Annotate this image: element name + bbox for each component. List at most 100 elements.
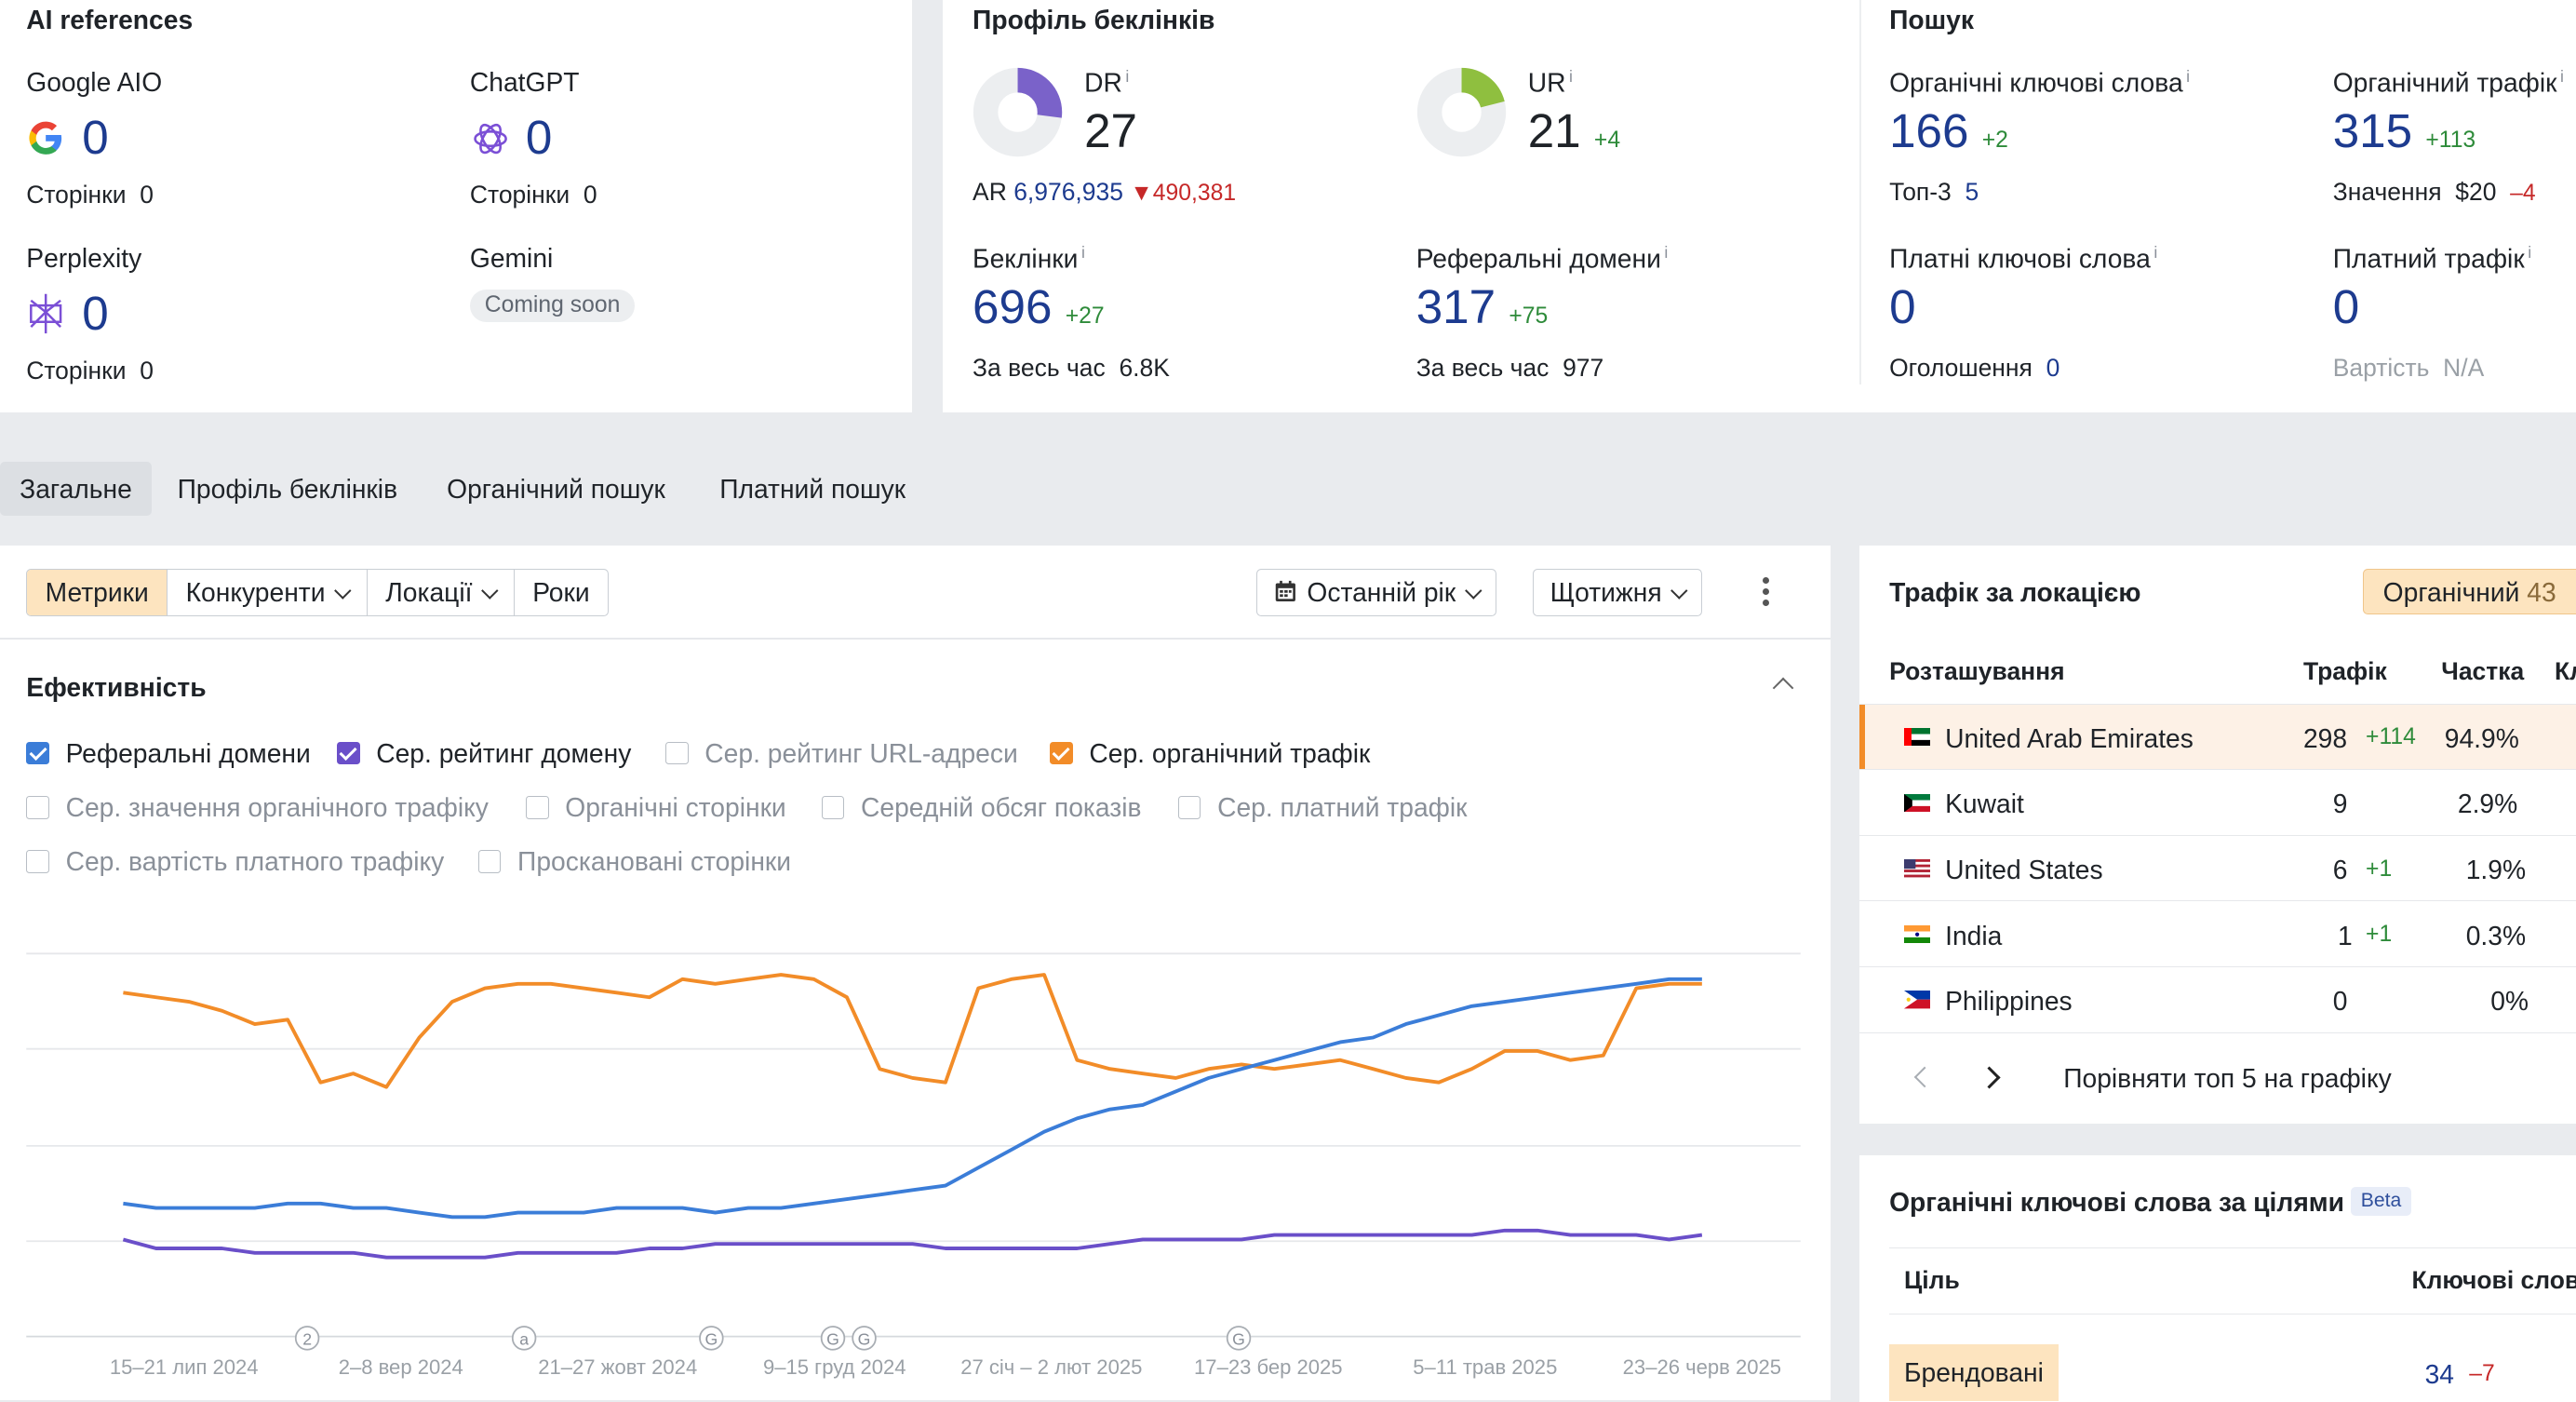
google-aio-value: 0 [82,110,108,165]
col-keywords[interactable]: Ключові слов [2411,1266,2576,1295]
organic-kw-label[interactable]: Органічні ключові слова [1889,68,2183,98]
paid-traffic-info-icon[interactable]: i [2528,243,2531,262]
location-row[interactable]: United Arab Emirates 298 +114 94.9% [1859,705,2576,770]
location-row[interactable]: Philippines 0 0% [1859,968,2576,1033]
metric-checkbox[interactable]: Сер. вартість платного трафіку [26,846,444,877]
more-options-icon[interactable] [1756,575,1776,608]
col-goal[interactable]: Ціль [1904,1266,1960,1295]
ur-delta: +4 [1594,128,1620,153]
location-row[interactable]: United States 6 +1 1.9% [1859,837,2576,902]
organic-traffic-value[interactable]: 315 [2333,104,2412,157]
period-dropdown[interactable]: Останній рік [1256,569,1496,616]
metric-checkbox[interactable]: Просканованi сторінки [478,846,791,877]
segment-metrics[interactable]: Метрики [27,570,168,615]
paid-traffic-value[interactable]: 0 [2333,279,2359,334]
checkbox-unchecked-icon[interactable] [26,796,49,819]
top3-value[interactable]: 5 [1966,178,1979,206]
organic-kw-value[interactable]: 166 [1889,104,1968,157]
location-delta: +114 [2366,724,2416,750]
interval-dropdown[interactable]: Щотижня [1533,569,1702,616]
location-country[interactable]: India [1945,921,2002,951]
backlinks-info-icon[interactable]: i [1081,243,1085,262]
ads-value[interactable]: 0 [2046,354,2060,382]
ref-domains-info-icon[interactable]: i [1664,243,1668,262]
location-country[interactable]: Philippines [1945,986,2073,1017]
chatgpt-icon [470,118,511,159]
compare-top5-link[interactable]: Порівняти топ 5 на графіку [2063,1063,2392,1094]
metric-checkbox[interactable]: Сер. рейтинг URL-адреси [665,738,1018,769]
segment-years[interactable]: Роки [515,570,608,615]
ur-value: 21 [1528,104,1581,157]
metric-checkbox[interactable]: Сер. органічний трафік [1050,738,1370,769]
col-location[interactable]: Розташування [1889,657,2065,686]
tab-backlink-profile[interactable]: Профіль беклінків [157,462,417,516]
checkbox-unchecked-icon[interactable] [26,850,49,873]
chart-series-line[interactable] [123,1230,1701,1257]
metric-checkbox[interactable]: Середній обсяг показів [822,792,1142,823]
tab-organic-search[interactable]: Органічний пошук [427,462,685,516]
metric-checkbox[interactable]: Органічні сторінки [526,792,786,823]
metric-checkbox[interactable]: Сер. платний трафік [1178,792,1468,823]
ref-domains-value[interactable]: 317 [1416,280,1496,333]
metric-checkbox-label: Сер. значення органічного трафіку [66,792,489,823]
tab-paid-search[interactable]: Платний пошук [700,462,925,516]
ai-references-card: AI references Google AIO 0 Сторінки 0 Ch… [0,0,912,412]
organic-traffic-info-icon[interactable]: i [2560,67,2564,86]
ur-info-icon[interactable]: i [1569,67,1573,86]
metric-checkbox[interactable]: Реферальні домени [26,738,311,769]
organic-kw-info-icon[interactable]: i [2186,67,2190,86]
segment-competitors[interactable]: Конкуренти [168,570,368,615]
period-label: Останній рік [1307,577,1456,607]
segment-locations[interactable]: Локації [368,570,515,615]
chart-annotation-marker[interactable]: G [822,1327,845,1350]
col-traffic[interactable]: Трафік [2303,657,2387,686]
search-title: Пошук [1889,5,1974,35]
checkbox-unchecked-icon[interactable] [478,850,502,873]
chart-annotation-marker[interactable]: G [700,1327,723,1350]
tab-overview[interactable]: Загальне [0,462,152,516]
checkbox-unchecked-icon[interactable] [526,796,549,819]
location-row[interactable]: India 1 +1 0.3% [1859,902,2576,967]
paid-kw-label[interactable]: Платні ключові слова [1889,244,2151,274]
checkbox-checked-icon[interactable] [337,742,360,765]
chart-annotation-marker[interactable]: G [852,1327,876,1350]
location-country[interactable]: United Arab Emirates [1945,723,2194,754]
location-country[interactable]: Kuwait [1945,789,2024,819]
chart-annotation-marker[interactable]: a [513,1327,536,1350]
chart-x-tick-label: 2–8 вер 2024 [339,1355,463,1379]
metric-checkbox[interactable]: Сер. рейтинг домену [337,738,631,769]
dr-info-icon[interactable]: i [1125,67,1129,86]
location-share: 1.9% [2466,855,2526,885]
paid-kw-info-icon[interactable]: i [2153,243,2157,262]
chart-series-line[interactable] [123,975,1701,1087]
organic-filter-button[interactable]: Органічний 43 [2363,569,2576,614]
checkbox-unchecked-icon[interactable] [822,796,845,819]
toolbar-divider [0,638,1831,640]
col-share[interactable]: Частка [2441,657,2524,686]
backlinks-value[interactable]: 696 [973,280,1052,333]
intent-keywords-title: Органічні ключові слова за цілями [1889,1187,2344,1218]
checkbox-checked-icon[interactable] [1050,742,1073,765]
checkbox-checked-icon[interactable] [26,742,49,765]
checkbox-unchecked-icon[interactable] [665,742,689,765]
col-clicks[interactable]: Кл [2555,657,2576,686]
paid-traffic-label[interactable]: Платний трафік [2333,244,2525,274]
interval-label: Щотижня [1550,577,1662,607]
chevron-down-icon [334,582,351,599]
metric-checkbox-label: Органічні сторінки [565,792,785,823]
backlinks-label[interactable]: Беклінки [973,244,1078,274]
paid-kw-value[interactable]: 0 [1889,279,1915,334]
chart-annotation-marker[interactable]: G [1228,1327,1251,1350]
location-country[interactable]: United States [1945,855,2103,885]
branded-intent-label[interactable]: Брендовані [1889,1344,2059,1401]
chart-series-line[interactable] [123,978,1701,1216]
segment-locations-label: Локації [385,577,472,607]
coming-soon-badge: Coming soon [470,290,635,322]
metric-checkbox[interactable]: Сер. значення органічного трафіку [26,792,489,823]
location-row[interactable]: Kuwait 9 2.9% [1859,771,2576,836]
organic-traffic-label[interactable]: Органічний трафік [2333,68,2557,98]
backlinks-delta: +27 [1066,303,1105,329]
ref-domains-label[interactable]: Реферальні домени [1416,244,1661,274]
checkbox-unchecked-icon[interactable] [1178,796,1201,819]
chart-annotation-marker[interactable]: 2 [296,1327,319,1350]
